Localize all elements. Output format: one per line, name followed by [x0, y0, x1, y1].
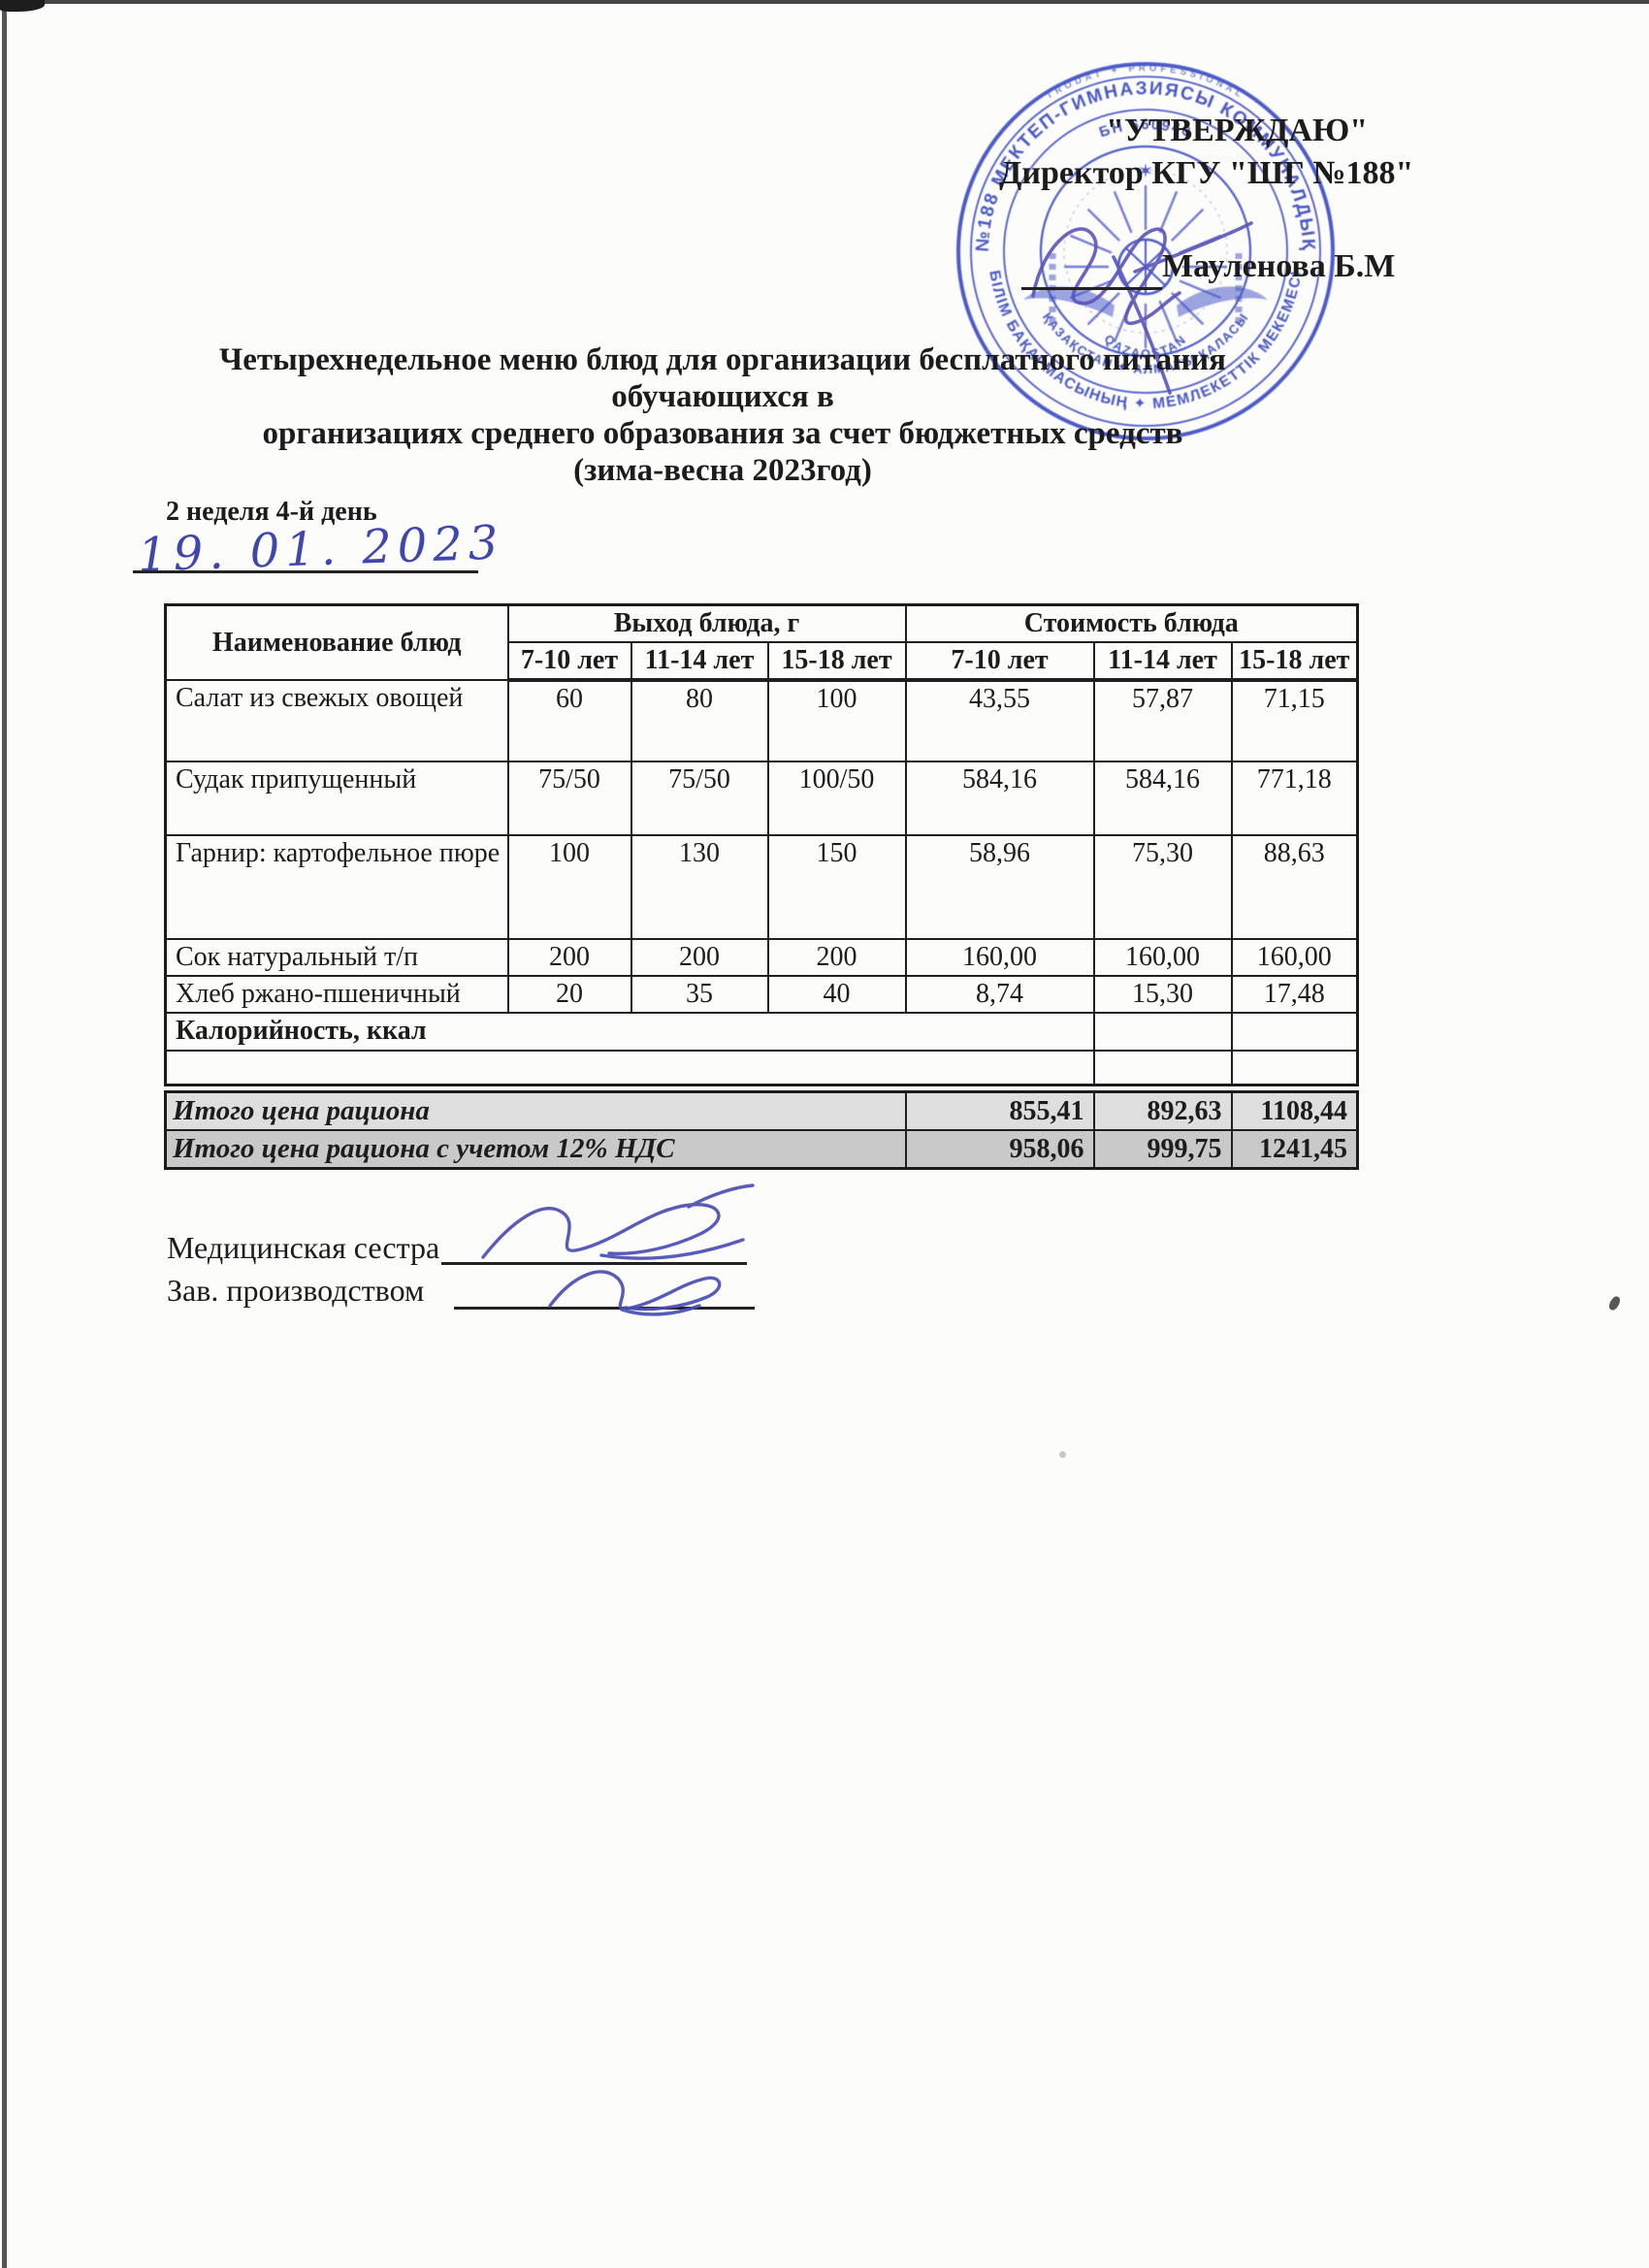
table-row-salad: Салат из свежых овощей 60 80 100 43,55 5…	[164, 679, 1359, 762]
ink-speck-small	[1059, 1451, 1066, 1458]
age-header-cost-7-10: 7-10 лет	[904, 641, 1095, 682]
table-row-fish: Судак припущенный 75/50 75/50 100/50 584…	[164, 761, 1359, 836]
out-value: 100	[766, 679, 907, 762]
price-value: 88,63	[1230, 834, 1359, 940]
date-underline	[133, 570, 478, 573]
out-value: 200	[630, 938, 769, 977]
price-value: 43,55	[904, 679, 1095, 762]
out-value: 80	[630, 679, 769, 762]
ink-speck	[1607, 1294, 1622, 1312]
empty-cell	[1230, 1050, 1359, 1086]
age-header-out-11-14: 11-14 лет	[630, 641, 769, 682]
dish-name: Салат из свежых овощей	[164, 679, 509, 762]
price-value: 8,74	[904, 975, 1095, 1014]
total-value: 892,63	[1092, 1090, 1233, 1131]
approval-director-line: Директор КГУ "ШГ №188"	[999, 155, 1414, 191]
price-value: 71,15	[1230, 679, 1359, 762]
document-title: Четырехнедельное меню блюд для организац…	[146, 341, 1300, 489]
production-signature-line	[454, 1307, 755, 1310]
price-value: 771,18	[1230, 761, 1359, 836]
table-row-calories: Калорийность, ккал	[164, 1012, 1359, 1052]
approval-signature-line	[1021, 287, 1162, 290]
dish-name: Сок натуральный т/п	[164, 938, 509, 977]
price-value: 57,87	[1092, 679, 1233, 762]
table-row-garnish: Гарнир: картофельное пюре 100 130 150 58…	[164, 834, 1359, 940]
out-value: 100/50	[766, 761, 907, 836]
price-value: 75,30	[1092, 834, 1233, 940]
scan-corner-artifact	[0, 0, 45, 12]
out-value: 75/50	[506, 761, 632, 836]
out-value: 130	[630, 834, 769, 940]
nurse-signature	[481, 1183, 755, 1260]
title-line-3: (зима-весна 2023год)	[573, 453, 872, 488]
out-value: 40	[766, 975, 907, 1014]
nurse-signature-line	[441, 1262, 747, 1265]
total-vat-value: 1241,45	[1230, 1129, 1359, 1170]
age-header-out-15-18: 15-18 лет	[766, 641, 907, 682]
price-value: 160,00	[1230, 938, 1359, 977]
week-day-label: 2 неделя 4-й день	[166, 497, 377, 527]
col-header-dish-name: Наименование блюд	[164, 603, 509, 681]
director-signature	[1031, 221, 1253, 395]
total-vat-row: Итого цена рациона с учетом 12% НДС 958,…	[164, 1129, 1359, 1170]
table-row-juice: Сок натуральный т/п 200 200 200 160,00 1…	[164, 938, 1359, 977]
out-value: 200	[766, 938, 907, 977]
col-header-cost: Стоимость блюда	[904, 603, 1359, 643]
school-stamp: TRODAT ✦ PROFESSIONAL №188 МЕКТЕП-ГИМНАЗ…	[956, 62, 1335, 440]
price-value: 160,00	[1092, 938, 1233, 977]
stamp-outer-ring	[956, 62, 1335, 440]
price-value: 58,96	[904, 834, 1095, 940]
scan-edge-top	[0, 0, 1649, 4]
production-manager-label: Зав. производством	[167, 1273, 425, 1308]
age-header-cost-11-14: 11-14 лет	[1092, 641, 1233, 682]
dish-name: Хлеб ржано-пшеничный	[164, 975, 509, 1014]
table-age-header-row: 7-10 лет 11-14 лет 15-18 лет 7-10 лет 11…	[166, 641, 1359, 682]
total-value: 1108,44	[1230, 1090, 1359, 1131]
price-value: 15,30	[1092, 975, 1233, 1014]
out-value: 100	[506, 834, 632, 940]
emblem-star-icon: ✶	[1138, 161, 1154, 182]
nurse-label: Медицинская сестра	[167, 1230, 440, 1265]
age-header-cost-15-18: 15-18 лет	[1230, 641, 1359, 682]
table-row-bread: Хлеб ржано-пшеничный 20 35 40 8,74 15,30…	[164, 975, 1359, 1014]
emblem-left-wing	[1023, 286, 1115, 317]
total-vat-value: 999,75	[1092, 1129, 1233, 1170]
empty-cell	[1092, 1050, 1233, 1086]
col-header-output: Выход блюда, г	[506, 603, 907, 643]
title-line-1: Четырехнедельное меню блюд для организац…	[218, 342, 1227, 414]
age-header-out-7-10: 7-10 лет	[506, 641, 632, 682]
approval-quote: "УТВЕРЖДАЮ"	[1106, 113, 1369, 148]
calories-empty-cell	[1092, 1012, 1233, 1052]
out-value: 150	[766, 834, 907, 940]
price-value: 17,48	[1230, 975, 1359, 1014]
total-vat-label: Итого цена рациона с учетом 12% НДС	[164, 1129, 907, 1170]
total-row: Итого цена рациона 855,41 892,63 1108,44	[164, 1090, 1359, 1131]
out-value: 75/50	[630, 761, 769, 836]
empty-cell	[164, 1050, 1095, 1086]
out-value: 60	[506, 679, 632, 762]
out-value: 20	[506, 975, 632, 1014]
price-value: 160,00	[904, 938, 1095, 977]
dish-name: Судак припущенный	[164, 761, 509, 836]
title-line-2: организациях среднего образования за сче…	[262, 416, 1183, 451]
table-group-header-row: Наименование блюд Выход блюда, г Стоимос…	[164, 603, 1359, 681]
scan-edge-left	[2, 0, 7, 2268]
calories-empty-cell	[1230, 1012, 1359, 1052]
out-value: 35	[630, 975, 769, 1014]
price-value: 584,16	[1092, 761, 1233, 836]
price-value: 584,16	[904, 761, 1095, 836]
total-value: 855,41	[904, 1090, 1095, 1131]
calories-label: Калорийность, ккал	[164, 1012, 1095, 1052]
total-label: Итого цена рациона	[164, 1090, 907, 1131]
out-value: 200	[506, 938, 632, 977]
emblem-right-wing	[1177, 286, 1268, 317]
total-vat-value: 958,06	[904, 1129, 1095, 1170]
totals-table: Итого цена рациона 855,41 892,63 1108,44…	[164, 1090, 1359, 1170]
menu-table: Наименование блюд Выход блюда, г Стоимос…	[164, 603, 1360, 1086]
approval-director-name: Мауленова Б.М	[1162, 248, 1396, 284]
table-row-empty	[164, 1050, 1359, 1086]
dish-name: Гарнир: картофельное пюре	[164, 834, 509, 940]
